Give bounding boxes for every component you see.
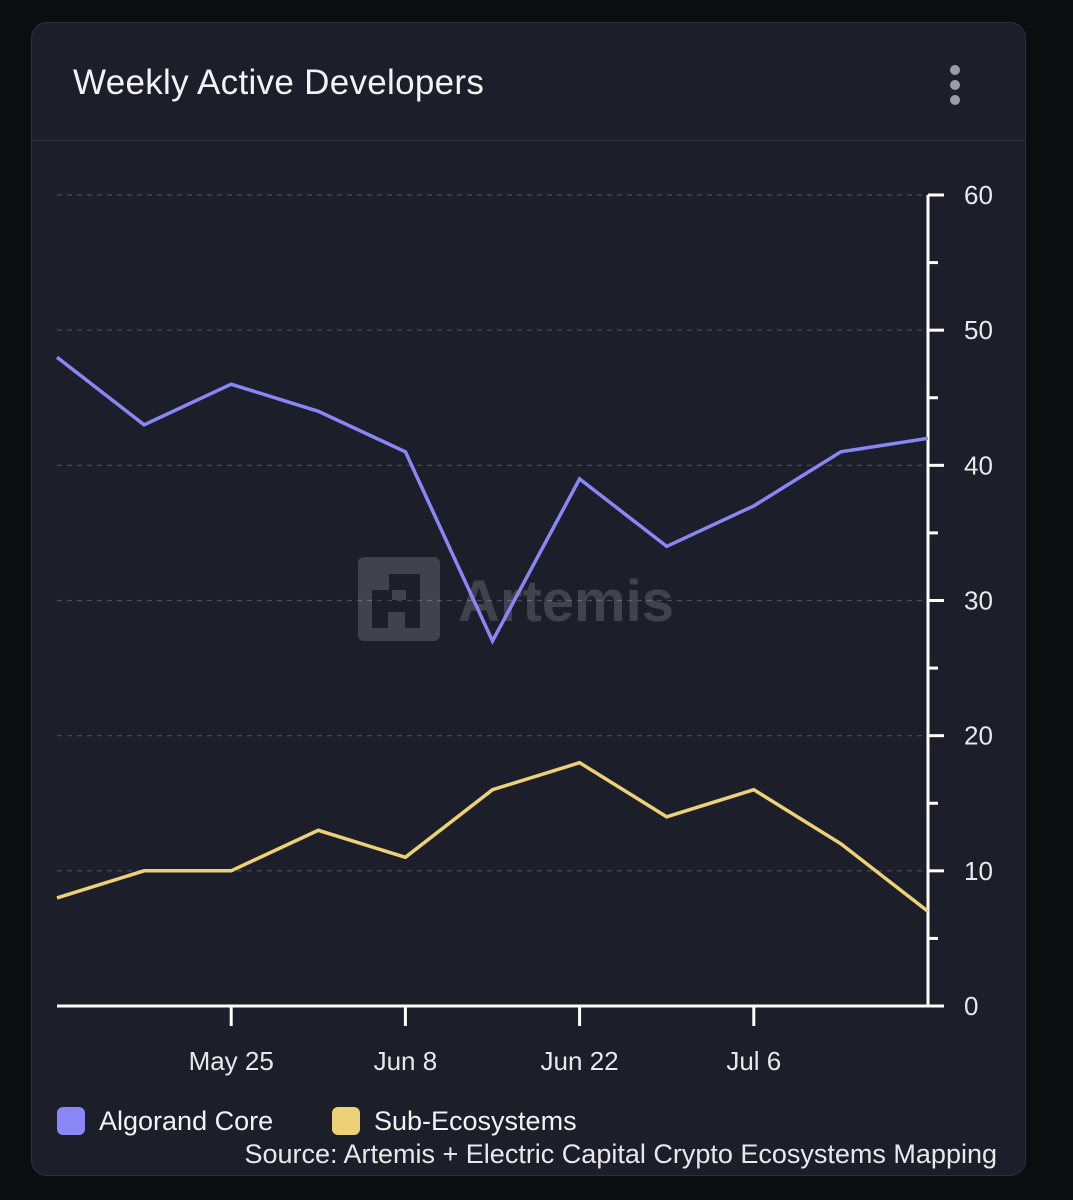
y-tick-label: 30 bbox=[964, 586, 993, 616]
data-point-sub-ecosystems[interactable] bbox=[490, 787, 496, 793]
data-point-algorand-core[interactable] bbox=[54, 354, 60, 360]
data-point-algorand-core[interactable] bbox=[751, 503, 757, 509]
series-line-sub-ecosystems[interactable] bbox=[56, 760, 930, 913]
chart-card: Weekly Active Developers bbox=[31, 22, 1026, 1176]
y-tick-label: 0 bbox=[964, 991, 978, 1021]
data-point-algorand-core[interactable] bbox=[228, 381, 234, 387]
data-point-sub-ecosystems[interactable] bbox=[402, 854, 408, 860]
legend-swatch-sub-ecosystems bbox=[332, 1107, 360, 1135]
watermark: Artemis bbox=[358, 557, 674, 641]
watermark-text: Artemis bbox=[458, 569, 674, 634]
data-point-sub-ecosystems[interactable] bbox=[315, 827, 321, 833]
data-point-sub-ecosystems[interactable] bbox=[577, 760, 583, 766]
more-vertical-icon[interactable] bbox=[940, 63, 970, 107]
axes bbox=[57, 193, 944, 1026]
data-point-algorand-core[interactable] bbox=[490, 638, 496, 644]
x-tick-label: Jun 22 bbox=[541, 1046, 619, 1076]
legend-item-sub-ecosystems[interactable]: Sub-Ecosystems bbox=[332, 1105, 602, 1139]
x-tick-label: May 25 bbox=[189, 1046, 274, 1076]
data-point-algorand-core[interactable] bbox=[664, 543, 670, 549]
series-lines bbox=[54, 354, 931, 914]
data-point-algorand-core[interactable] bbox=[402, 449, 408, 455]
data-point-sub-ecosystems[interactable] bbox=[664, 814, 670, 820]
series-line-algorand-core[interactable] bbox=[55, 355, 929, 645]
grid-lines bbox=[57, 194, 928, 872]
data-point-sub-ecosystems[interactable] bbox=[838, 841, 844, 847]
legend-label-sub-ecosystems: Sub-Ecosystems bbox=[374, 1106, 577, 1136]
data-point-algorand-core[interactable] bbox=[838, 449, 844, 455]
y-axis-labels: 0 10 20 30 40 50 60 bbox=[964, 180, 993, 1021]
data-point-sub-ecosystems[interactable] bbox=[751, 787, 757, 793]
data-point-sub-ecosystems[interactable] bbox=[925, 908, 931, 914]
data-point-algorand-core[interactable] bbox=[315, 408, 321, 414]
x-axis-labels: May 25 Jun 8 Jun 22 Jul 6 bbox=[189, 1046, 782, 1076]
source-note: Source: Artemis + Electric Capital Crypt… bbox=[244, 1139, 997, 1169]
artemis-logo-icon bbox=[358, 557, 440, 641]
chart-title: Weekly Active Developers bbox=[73, 63, 485, 102]
y-tick-label: 60 bbox=[964, 180, 993, 210]
legend-label-algorand-core: Algorand Core bbox=[99, 1106, 274, 1136]
y-tick-label: 10 bbox=[964, 856, 993, 886]
data-point-sub-ecosystems[interactable] bbox=[228, 868, 234, 874]
data-point-sub-ecosystems[interactable] bbox=[141, 868, 147, 874]
card-header: Weekly Active Developers bbox=[32, 23, 1025, 141]
legend-item-algorand-core[interactable]: Algorand Core bbox=[57, 1105, 297, 1139]
legend-swatch-algorand-core bbox=[57, 1107, 85, 1135]
y-tick-label: 20 bbox=[964, 721, 993, 751]
y-tick-label: 40 bbox=[964, 450, 993, 480]
x-tick-label: Jul 6 bbox=[726, 1046, 781, 1076]
x-tick-label: Jun 8 bbox=[374, 1046, 438, 1076]
data-point-sub-ecosystems[interactable] bbox=[54, 895, 60, 901]
data-point-algorand-core[interactable] bbox=[141, 422, 147, 428]
data-point-algorand-core[interactable] bbox=[925, 435, 931, 441]
y-tick-label: 50 bbox=[964, 315, 993, 345]
data-point-algorand-core[interactable] bbox=[577, 476, 583, 482]
